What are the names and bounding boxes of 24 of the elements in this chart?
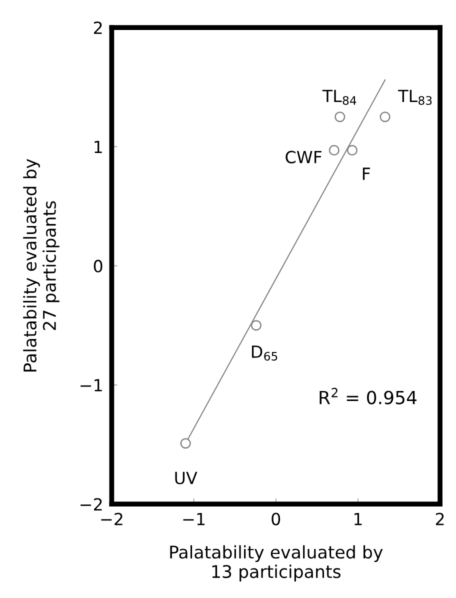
x-axis-title: Palatability evaluated by 13 participants [170, 545, 383, 582]
annotation: R$^{2}$ = 0.954 [320, 388, 417, 404]
y-tick-label: −2 [80, 498, 102, 510]
x-tick-label: 2 [436, 512, 444, 526]
annotation: UV [175, 472, 198, 484]
annotation: TL$_{83}$ [398, 90, 432, 105]
y-tick-label: 0 [94, 260, 102, 272]
x-tick-label: 1 [354, 512, 362, 526]
point [380, 112, 390, 122]
point [328, 144, 340, 156]
y-tick-label: 1 [94, 140, 102, 153]
annotation: CWF [286, 150, 322, 164]
annotation: F [362, 168, 370, 180]
y-axis-title: Palatability evaluated by 27 participants [23, 158, 60, 372]
annotation: TL$_{84}$ [322, 90, 356, 105]
point [346, 144, 358, 156]
annotation: D$_{65}$ [252, 346, 278, 361]
y-tick-label: −1 [80, 379, 102, 392]
point [334, 112, 346, 122]
x-tick-label: 0 [272, 512, 280, 526]
x-tick-label: −1 [183, 512, 205, 526]
point [250, 320, 262, 331]
point [180, 438, 191, 449]
y-tick-label: 2 [94, 21, 102, 34]
